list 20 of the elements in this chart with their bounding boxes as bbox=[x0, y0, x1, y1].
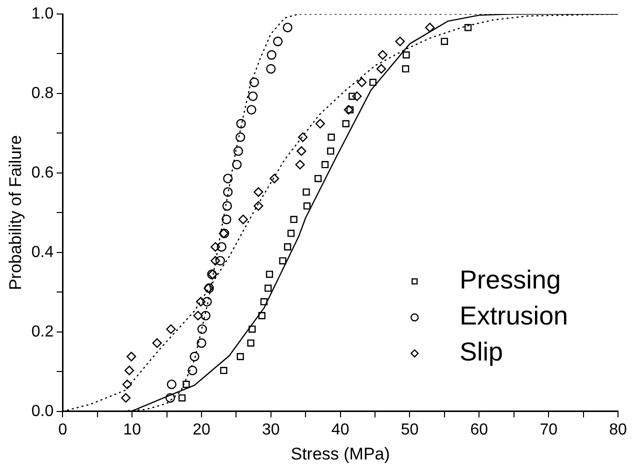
y-tick-label: 0.6 bbox=[31, 164, 54, 182]
legend-label: Pressing bbox=[460, 264, 561, 295]
x-tick-label: 50 bbox=[400, 421, 419, 438]
x-tick-label: 30 bbox=[262, 421, 280, 438]
x-tick-label: 10 bbox=[123, 421, 142, 438]
x-tick-label: 0 bbox=[58, 421, 68, 438]
legend-label: Extrusion bbox=[460, 300, 568, 331]
y-tick-label: 1.0 bbox=[31, 5, 54, 22]
y-axis-title: Probability of Failure bbox=[6, 135, 25, 290]
x-tick-label: 20 bbox=[192, 421, 210, 438]
x-axis-title: Stress (MPa) bbox=[290, 444, 390, 464]
x-tick-label: 60 bbox=[470, 421, 488, 438]
x-tick-label: 40 bbox=[331, 421, 350, 438]
x-tick-label: 80 bbox=[609, 421, 627, 438]
y-tick-label: 0.2 bbox=[31, 323, 54, 340]
y-tick-label: 0.4 bbox=[31, 244, 54, 261]
y-tick-label: 0.8 bbox=[31, 84, 54, 102]
legend-label: Slip bbox=[460, 336, 503, 367]
x-tick-label: 70 bbox=[540, 421, 558, 438]
y-tick-label: 0.0 bbox=[31, 402, 54, 420]
